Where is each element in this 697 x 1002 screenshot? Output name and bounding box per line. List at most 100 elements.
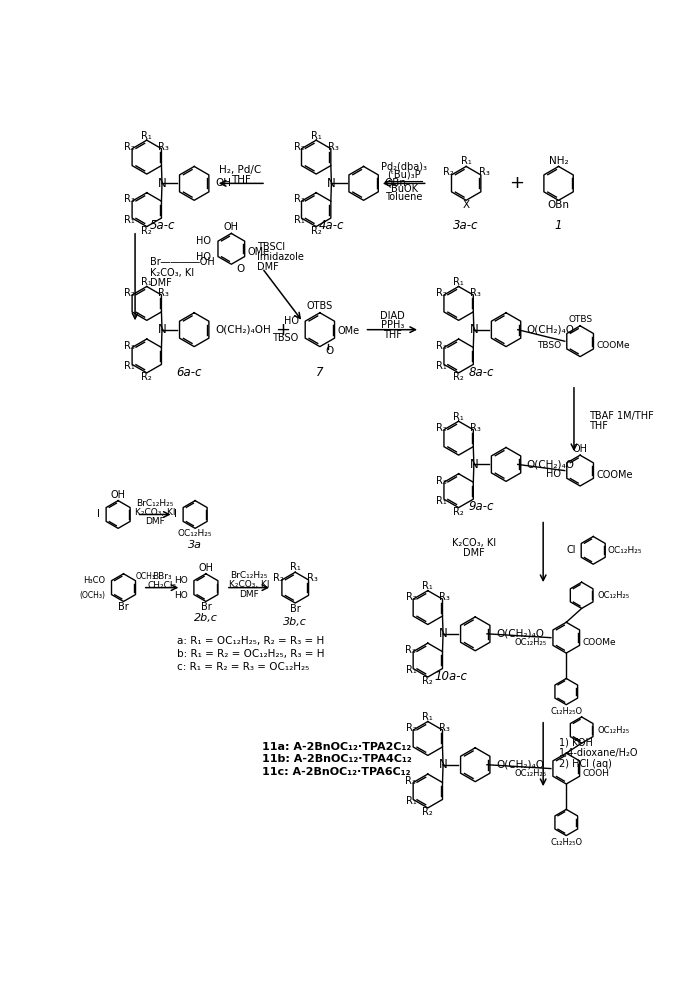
Text: R₃: R₃ — [328, 142, 339, 152]
Text: TBSCl: TBSCl — [256, 242, 285, 253]
Text: R₃: R₃ — [158, 289, 169, 299]
Text: OC₁₂H₂₅: OC₁₂H₂₅ — [597, 725, 629, 734]
Text: Imidazole: Imidazole — [256, 253, 304, 263]
Text: N: N — [470, 324, 478, 337]
Text: H₃CO: H₃CO — [84, 575, 105, 584]
Text: 11a: A-2BnOC₁₂·TPA2C₁₂: 11a: A-2BnOC₁₂·TPA2C₁₂ — [262, 742, 411, 753]
Text: R₃: R₃ — [439, 723, 450, 733]
Text: COOH: COOH — [583, 769, 609, 778]
Text: R₁: R₁ — [406, 797, 416, 807]
Text: R₃: R₃ — [406, 645, 416, 655]
Text: H₂, Pd/C: H₂, Pd/C — [220, 164, 261, 174]
Text: (OCH₃): (OCH₃) — [79, 591, 105, 600]
Text: THF: THF — [590, 422, 608, 432]
Text: HO: HO — [174, 575, 188, 584]
Text: THF: THF — [383, 330, 401, 340]
Text: R₃: R₃ — [294, 194, 305, 204]
Text: C₁₂H₂₅O: C₁₂H₂₅O — [550, 706, 582, 715]
Text: R₃: R₃ — [406, 776, 416, 786]
Text: 4a-c: 4a-c — [319, 219, 344, 232]
Text: R₁: R₁ — [436, 361, 447, 371]
Text: Br――――OH: Br――――OH — [151, 257, 215, 267]
Text: O(CH₂)₄O: O(CH₂)₄O — [496, 760, 544, 770]
Text: Br: Br — [118, 602, 129, 612]
Text: OMe: OMe — [337, 327, 360, 337]
Text: R₁: R₁ — [422, 581, 434, 591]
Text: OTBS: OTBS — [568, 316, 592, 325]
Text: OH: OH — [573, 444, 588, 454]
Text: R₂: R₂ — [453, 507, 464, 517]
Text: R₂: R₂ — [125, 142, 135, 152]
Text: +: + — [509, 174, 523, 192]
Text: O(CH₂)₄O: O(CH₂)₄O — [527, 460, 575, 469]
Text: R₁: R₁ — [125, 214, 135, 224]
Text: 2) HCl (aq): 2) HCl (aq) — [558, 759, 611, 769]
Text: R₁: R₁ — [461, 156, 472, 166]
Text: DMF: DMF — [463, 548, 484, 558]
Text: R₂: R₂ — [436, 289, 447, 299]
Text: DMF: DMF — [145, 517, 165, 526]
Text: ᵗBuOK: ᵗBuOK — [389, 183, 419, 193]
Text: O: O — [236, 264, 245, 274]
Text: HO: HO — [284, 317, 299, 327]
Text: R₁: R₁ — [436, 496, 447, 506]
Text: R₁: R₁ — [311, 131, 321, 141]
Text: TBAF 1M/THF: TBAF 1M/THF — [590, 411, 654, 421]
Text: R₂: R₂ — [422, 808, 434, 818]
Text: I: I — [97, 509, 100, 519]
Text: O(CH₂)₄OH: O(CH₂)₄OH — [215, 325, 270, 335]
Text: THF: THF — [231, 174, 250, 184]
Text: Cl: Cl — [567, 545, 576, 555]
Text: HO: HO — [174, 591, 188, 600]
Text: C₁₂H₂₅O: C₁₂H₂₅O — [550, 838, 582, 847]
Text: K₂CO₃, KI: K₂CO₃, KI — [135, 508, 176, 517]
Text: R₂: R₂ — [141, 225, 152, 235]
Text: 3a: 3a — [188, 540, 202, 550]
Text: HO: HO — [197, 236, 211, 246]
Text: R₃: R₃ — [470, 423, 481, 433]
Text: 10a-c: 10a-c — [434, 669, 467, 682]
Text: 6a-c: 6a-c — [176, 366, 201, 379]
Text: OC₁₂H₂₅: OC₁₂H₂₅ — [178, 529, 213, 538]
Text: R₂: R₂ — [422, 676, 434, 686]
Text: R₃: R₃ — [436, 341, 447, 351]
Text: OCH₃: OCH₃ — [136, 572, 156, 581]
Text: R₁: R₁ — [141, 131, 152, 141]
Text: DMF: DMF — [256, 263, 279, 273]
Text: R₁: R₁ — [125, 361, 135, 371]
Text: R₁: R₁ — [294, 214, 305, 224]
Text: HO: HO — [546, 469, 561, 479]
Text: R₃: R₃ — [124, 194, 135, 204]
Text: PPH₃: PPH₃ — [381, 320, 404, 330]
Text: 1: 1 — [555, 219, 562, 232]
Text: OBn: OBn — [548, 200, 569, 210]
Text: R₁: R₁ — [406, 665, 416, 675]
Text: BrC₁₂H₂₅: BrC₁₂H₂₅ — [137, 499, 174, 508]
Text: DMF: DMF — [151, 279, 172, 289]
Text: HO: HO — [197, 252, 211, 262]
Text: OMe: OMe — [247, 246, 270, 257]
Text: BBr₃: BBr₃ — [152, 572, 172, 581]
Text: R₂: R₂ — [406, 592, 416, 602]
Text: Br: Br — [290, 604, 300, 614]
Text: R₂: R₂ — [443, 167, 454, 177]
Text: COOMe: COOMe — [583, 638, 616, 647]
Text: 3b,c: 3b,c — [283, 616, 307, 626]
Text: R₂: R₂ — [453, 372, 464, 382]
Text: R₁: R₁ — [453, 278, 464, 288]
Text: +: + — [275, 321, 291, 339]
Text: R₁: R₁ — [290, 562, 300, 572]
Text: O(CH₂)₄O: O(CH₂)₄O — [527, 325, 575, 335]
Text: COOMe: COOMe — [597, 470, 633, 480]
Text: OH: OH — [224, 222, 239, 232]
Text: COOMe: COOMe — [597, 342, 630, 351]
Text: 7: 7 — [316, 366, 323, 379]
Text: 5a-c: 5a-c — [149, 219, 175, 232]
Text: R₃: R₃ — [158, 142, 169, 152]
Text: NH₂: NH₂ — [549, 156, 568, 166]
Text: X: X — [463, 200, 470, 210]
Text: R₂: R₂ — [311, 225, 321, 235]
Text: R₂: R₂ — [406, 723, 416, 733]
Text: OC₁₂H₂₅: OC₁₂H₂₅ — [514, 638, 546, 647]
Text: OH: OH — [199, 563, 213, 573]
